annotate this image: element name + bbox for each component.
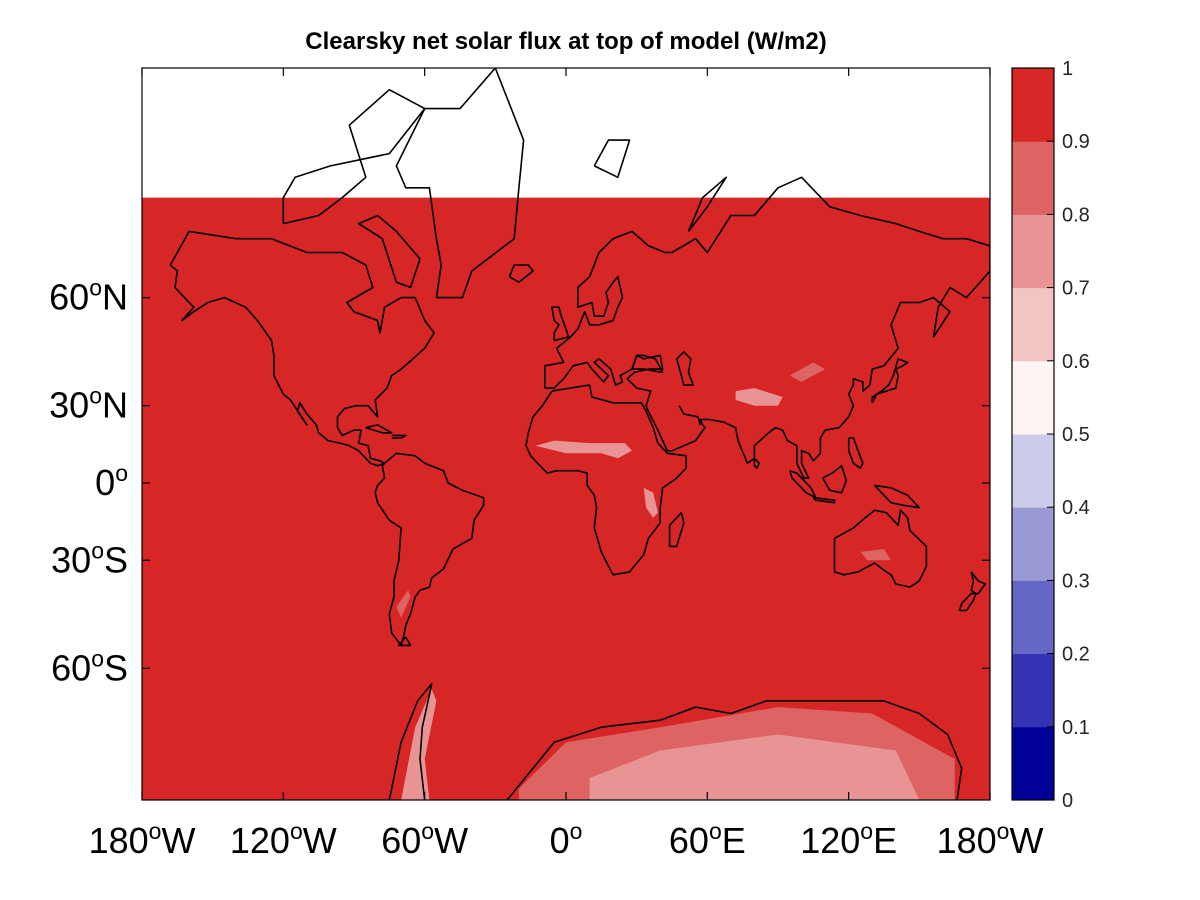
colorbar-segment-2	[1012, 580, 1054, 655]
x-tick-label-4: 60oE	[669, 818, 746, 861]
colorbar-segment-9	[1012, 68, 1054, 142]
region-sahel	[535, 440, 632, 459]
coast-philippines	[847, 437, 864, 470]
y-tick-label-3: 30oS	[51, 537, 128, 580]
x-tick-label-3: 0o	[550, 818, 583, 861]
colorbar-tick-label-6: 0.6	[1062, 351, 1090, 373]
field-background	[142, 197, 990, 800]
colorbar-tick-label-5: 0.5	[1062, 424, 1090, 446]
colorbar-segment-4	[1012, 434, 1054, 508]
x-tick-label-6: 180oW	[937, 818, 1044, 861]
colorbar-segment-8	[1012, 141, 1054, 215]
colorbar-tick-label-7: 0.7	[1062, 278, 1090, 300]
flux-field	[142, 197, 990, 800]
colorbar-tick-label-2: 0.2	[1062, 644, 1090, 666]
region-gobi	[789, 362, 826, 382]
map-axes: 180oW 120oW 60oW 0o 60oE 120oE 180oW 60oN 30oN 0o…	[49, 67, 1043, 861]
y-tick-label-4: 60oS	[51, 645, 128, 688]
colorbar-segment-6	[1012, 287, 1054, 362]
colorbar-segment-1	[1012, 653, 1054, 728]
region-patagonia	[396, 590, 411, 618]
colorbar-segment-5	[1012, 360, 1054, 435]
colorbar: 0 0.1 0.2 0.3 0.4 0.5 0.6 0.7 0.8 0.9 1	[1011, 58, 1090, 812]
x-tick-label-5: 120oE	[800, 818, 897, 861]
coast-australia	[833, 509, 928, 588]
colorbar-ticks: 0 0.1 0.2 0.3 0.4 0.5 0.6 0.7 0.8 0.9 1	[1047, 58, 1090, 812]
region-east-africa	[643, 487, 658, 518]
colorbar-tick-label-8: 0.8	[1062, 204, 1090, 226]
colorbar-tick-label-4: 0.4	[1062, 497, 1090, 519]
coast-novaya-zemlya	[687, 176, 728, 232]
colorbar-tick-label-1: 0.1	[1062, 717, 1090, 739]
colorbar-tick-label-10: 1	[1062, 58, 1073, 80]
x-tick-label-1: 120oW	[230, 818, 337, 861]
coast-greenland	[395, 68, 525, 299]
coast-arctic-islands	[282, 88, 426, 225]
coast-iceland	[508, 264, 534, 284]
coast-new-zealand	[970, 571, 987, 595]
coast-svalbard	[593, 139, 631, 179]
colorbar-tick-label-0: 0	[1062, 790, 1073, 812]
coast-black-sea	[631, 354, 664, 374]
colorbar-tick-label-3: 0.3	[1062, 570, 1090, 592]
coast-japan	[871, 358, 909, 404]
coast-africa	[525, 384, 687, 576]
coast-hispaniola	[391, 434, 407, 439]
coast-europe-asia	[543, 176, 990, 479]
coast-uk	[551, 306, 570, 342]
y-tick-label-1: 30oN	[49, 383, 128, 426]
region-tibet	[735, 388, 783, 406]
coast-antarctic-peninsula-coast	[388, 682, 433, 800]
coast-arabian-sub	[678, 405, 702, 426]
x-tick-label-0: 180oW	[89, 818, 196, 861]
coast-new-guinea	[874, 484, 921, 509]
x-tick-label-2: 60oW	[381, 818, 468, 861]
axis-ticks: 180oW 120oW 60oW 0o 60oE 120oE 180oW 60oN 30oN 0o…	[49, 68, 1043, 861]
colorbar-segment-0	[1012, 726, 1054, 801]
coast-baffin	[357, 214, 421, 289]
region-antarctica-interior	[589, 734, 920, 800]
coast-nz-south	[958, 592, 977, 612]
coast-madagascar	[668, 511, 685, 548]
y-tick-label-0: 60oN	[49, 275, 128, 318]
colorbar-segment-7	[1012, 214, 1054, 289]
coastlines	[169, 68, 990, 800]
coast-tierra-del-fuego	[397, 636, 412, 647]
coast-java	[812, 496, 836, 504]
region-antarctic-peninsula	[401, 689, 437, 800]
coast-south-america	[374, 452, 485, 647]
coast-borneo	[822, 464, 848, 494]
coast-cuba	[365, 424, 393, 434]
coast-antarctica-coast	[506, 700, 963, 800]
chart-title: Clearsky net solar flux at top of model …	[305, 28, 826, 55]
colorbar-tick-label-9: 0.9	[1062, 131, 1090, 153]
coast-caspian	[675, 351, 695, 386]
colorbar-segment-3	[1012, 507, 1054, 581]
colorbar-segments	[1012, 68, 1054, 801]
region-australia	[860, 549, 892, 561]
y-tick-label-2: 0o	[95, 460, 128, 503]
coast-sri-lanka	[753, 457, 761, 470]
coast-north-america	[169, 230, 435, 467]
